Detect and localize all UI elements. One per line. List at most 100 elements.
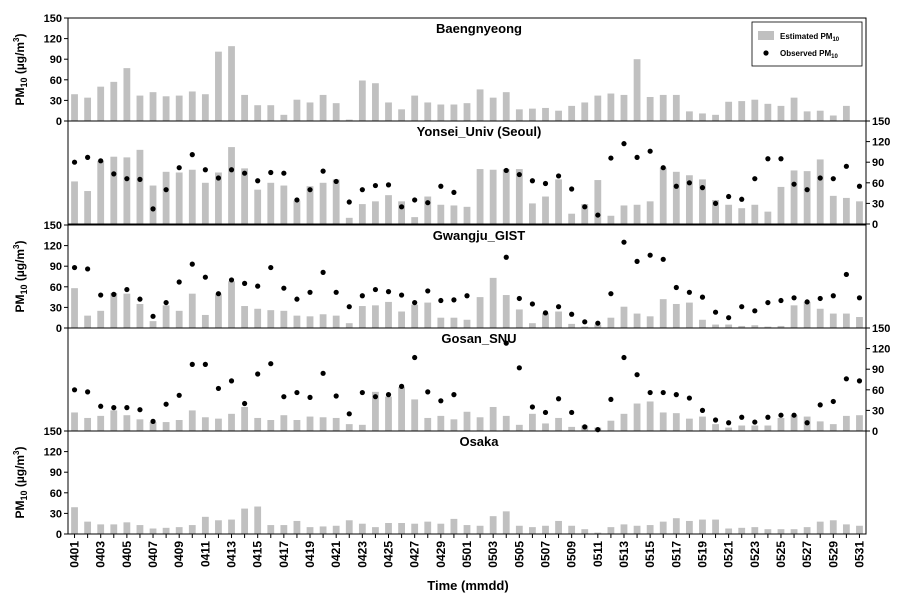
estimated-bar (385, 523, 392, 534)
estimated-bar (201, 182, 209, 224)
estimated-bar (293, 315, 301, 328)
estimated-bar (437, 415, 445, 431)
observed-point (320, 370, 326, 376)
estimated-bar (123, 68, 131, 121)
estimated-bar (620, 205, 628, 224)
observed-point (516, 171, 522, 178)
estimated-bar (398, 201, 405, 224)
x-tick-label: 0531 (852, 541, 866, 568)
estimated-bar (398, 311, 405, 328)
estimated-bar (215, 172, 222, 224)
estimated-bar (319, 526, 327, 534)
observed-point (660, 256, 666, 262)
observed-point (830, 398, 836, 405)
estimated-bar (293, 520, 301, 534)
observed-point (98, 292, 104, 298)
y-axis-title: PM10 (µg/m3) (12, 240, 29, 312)
estimated-bar (607, 420, 615, 431)
x-tick-label: 0517 (669, 541, 683, 568)
observed-point (856, 378, 863, 384)
observed-point (268, 169, 274, 176)
x-tick-label: 0511 (591, 541, 605, 567)
estimated-bar (215, 520, 222, 534)
legend-estimated-swatch (758, 31, 774, 40)
estimated-bar (293, 200, 301, 224)
observed-point (791, 412, 797, 418)
estimated-bar (188, 410, 196, 431)
estimated-bar (620, 413, 628, 431)
estimated-bar (280, 185, 288, 224)
observed-point (398, 292, 405, 298)
observed-point (843, 376, 849, 382)
observed-point (438, 297, 444, 304)
estimated-bar (162, 171, 170, 224)
estimated-bar (620, 524, 628, 534)
estimated-bar (607, 317, 615, 328)
estimated-bar (529, 323, 536, 328)
y-axis-title: PM10 (µg/m3) (12, 33, 29, 105)
y-tick-label: 90 (50, 261, 62, 273)
observed-point (621, 141, 627, 147)
observed-point (647, 148, 653, 154)
observed-point (372, 394, 379, 400)
estimated-bar (502, 92, 510, 121)
estimated-bar (725, 204, 733, 224)
observed-point (425, 200, 431, 206)
estimated-bar (542, 196, 549, 224)
observed-point (686, 395, 692, 401)
estimated-bar (790, 305, 798, 328)
estimated-bar (84, 97, 92, 121)
observed-point (817, 175, 823, 181)
estimated-bar (175, 172, 183, 224)
observed-point (673, 284, 679, 291)
estimated-bar (411, 304, 419, 328)
x-tick-label: 0415 (251, 541, 265, 568)
estimated-bar (149, 92, 157, 121)
observed-point (124, 176, 130, 182)
estimated-bar (542, 525, 549, 534)
observed-point (608, 396, 614, 403)
estimated-bar (463, 411, 471, 431)
estimated-bar (319, 417, 327, 431)
observed-point (804, 187, 810, 193)
estimated-bar (162, 96, 170, 121)
estimated-bar (123, 157, 131, 224)
estimated-bar (568, 525, 576, 534)
estimated-bar (842, 313, 850, 328)
observed-point (307, 187, 313, 193)
estimated-bar (306, 316, 314, 328)
estimated-bar (685, 111, 693, 121)
x-axis-title: Time (mmdd) (427, 578, 508, 593)
x-tick-label: 0403 (94, 541, 108, 568)
y-tick-label: 150 (44, 426, 62, 438)
observed-point (451, 297, 457, 303)
observed-point (85, 266, 91, 272)
observed-point (582, 424, 588, 430)
observed-point (215, 291, 222, 297)
estimated-bar (241, 94, 249, 121)
estimated-bar (411, 523, 419, 534)
legend-observed-label: Observed PM10 (780, 49, 838, 60)
observed-point (791, 295, 797, 301)
estimated-bar (398, 523, 405, 534)
estimated-bar (777, 325, 785, 328)
observed-point (634, 258, 640, 264)
estimated-bar (175, 310, 183, 328)
estimated-bar (188, 293, 196, 328)
observed-point (817, 402, 823, 408)
estimated-bar (594, 180, 602, 224)
estimated-bar (607, 93, 615, 121)
estimated-bar (175, 527, 183, 534)
estimated-bar (764, 529, 772, 534)
y-tick-label: 90 (50, 54, 62, 66)
observed-point (660, 165, 666, 171)
observed-point (438, 183, 444, 189)
x-tick-label: 0523 (748, 541, 762, 568)
estimated-bar (136, 419, 144, 431)
estimated-bar (829, 313, 837, 328)
observed-point (85, 154, 91, 160)
observed-point (516, 295, 522, 302)
y-tick-label: 150 (872, 116, 890, 128)
estimated-bar (542, 312, 549, 328)
